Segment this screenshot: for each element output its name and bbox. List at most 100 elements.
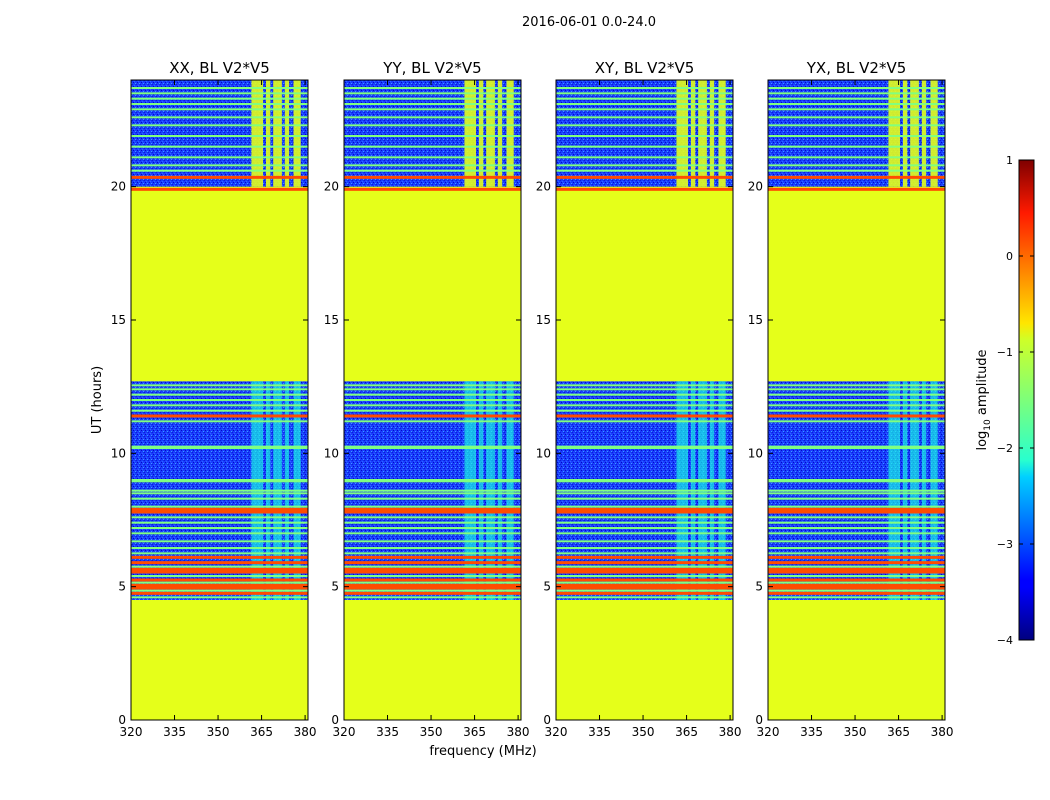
y-tick-label: 20 <box>748 180 763 194</box>
time-stripe <box>344 92 521 95</box>
y-tick-label: 0 <box>331 713 339 727</box>
time-stripe <box>344 565 521 568</box>
time-stripe <box>344 156 521 159</box>
time-stripe <box>556 87 733 89</box>
time-stripe <box>768 589 945 592</box>
bright-time-line <box>768 578 945 582</box>
time-stripe <box>344 516 521 519</box>
axes-frame <box>767 79 946 721</box>
x-tick-label: 380 <box>719 725 742 739</box>
time-stripe <box>344 169 521 172</box>
time-stripe <box>344 447 521 449</box>
colorbar-tick-label: 0 <box>1006 250 1013 263</box>
time-stripe <box>768 527 945 529</box>
time-stripe <box>131 489 308 492</box>
time-stripe <box>556 116 733 119</box>
time-stripe <box>344 589 521 592</box>
time-stripe <box>768 92 945 95</box>
time-stripe <box>768 399 945 401</box>
bright-time-line <box>768 175 945 179</box>
time-stripe <box>131 575 308 577</box>
time-stripe <box>344 489 521 492</box>
time-stripe <box>131 540 308 543</box>
bright-time-line <box>344 567 521 571</box>
bright-time-line <box>556 561 733 565</box>
time-stripe <box>768 552 945 555</box>
time-stripe <box>131 87 308 89</box>
time-stripe <box>556 489 733 492</box>
rfi-band <box>273 80 282 187</box>
time-stripe <box>768 505 945 508</box>
time-stripe <box>131 103 308 105</box>
time-stripe <box>344 145 521 148</box>
time-stripe <box>768 409 945 412</box>
colorbar-tick-label: −2 <box>997 442 1013 455</box>
time-stripe <box>556 447 733 449</box>
bright-time-line <box>556 187 733 191</box>
time-stripe <box>344 388 521 391</box>
time-stripe <box>556 527 733 529</box>
time-stripe <box>768 447 945 449</box>
rfi-band <box>690 80 696 187</box>
y-tick-label: 20 <box>536 180 551 194</box>
bright-time-line <box>344 583 521 587</box>
x-tick-label: 320 <box>757 725 780 739</box>
time-stripe <box>131 565 308 568</box>
time-stripe <box>131 492 308 495</box>
time-stripe <box>556 532 733 535</box>
time-stripe <box>768 581 945 584</box>
time-stripe <box>131 384 308 387</box>
x-axis-label: frequency (MHz) <box>429 744 536 759</box>
axes-frame <box>555 79 734 721</box>
bright-time-line <box>131 567 308 571</box>
time-stripe <box>556 97 733 100</box>
time-stripe <box>556 521 733 524</box>
time-stripe <box>768 516 945 519</box>
x-tick-label: 320 <box>120 725 143 739</box>
time-stripe <box>344 97 521 100</box>
x-tick-label: 335 <box>163 725 186 739</box>
rfi-band <box>497 80 503 187</box>
rfi-band <box>718 80 726 187</box>
rfi-band <box>265 80 271 187</box>
time-stripe <box>768 497 945 500</box>
time-stripe <box>768 596 945 599</box>
time-stripe <box>768 521 945 524</box>
time-stripe <box>131 445 308 448</box>
time-stripe <box>131 516 308 519</box>
bright-time-line <box>768 555 945 559</box>
y-tick-label: 5 <box>543 580 551 594</box>
colorbar-label-subscript: 10 <box>983 419 993 431</box>
time-stripe <box>556 108 733 111</box>
time-stripe <box>131 505 308 508</box>
bright-time-line <box>131 507 308 511</box>
time-stripe <box>556 388 733 391</box>
time-stripe <box>344 124 521 127</box>
bright-time-line <box>131 578 308 582</box>
time-stripe <box>131 169 308 172</box>
time-stripe <box>344 492 521 495</box>
bright-time-line <box>768 583 945 587</box>
bright-time-line <box>768 561 945 565</box>
rfi-band <box>902 80 908 187</box>
x-tick-label: 350 <box>420 725 443 739</box>
y-tick-label: 5 <box>331 580 339 594</box>
y-tick-label: 10 <box>111 446 126 460</box>
y-tick-label: 5 <box>118 580 126 594</box>
rfi-band <box>251 80 264 187</box>
time-stripe <box>344 409 521 412</box>
rfi-band <box>284 80 290 187</box>
y-tick-label: 0 <box>543 713 551 727</box>
bright-time-line <box>131 586 308 590</box>
bright-time-line <box>768 187 945 191</box>
time-stripe <box>556 404 733 407</box>
time-stripe <box>556 445 733 448</box>
time-stripe <box>768 384 945 387</box>
time-stripe <box>131 581 308 584</box>
time-stripe <box>556 169 733 172</box>
time-stripe <box>131 124 308 127</box>
x-tick-label: 335 <box>800 725 823 739</box>
time-stripe <box>131 532 308 535</box>
rfi-band <box>676 80 689 187</box>
